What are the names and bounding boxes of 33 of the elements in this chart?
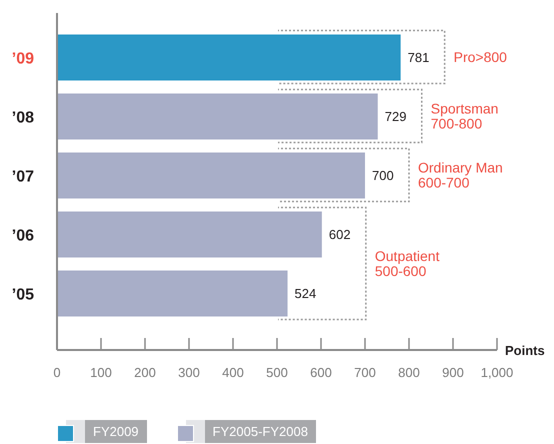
x-tick-label: 400 [222,365,244,380]
x-tick-label: 500 [266,365,288,380]
bar [57,270,288,316]
x-tick-label: 1,000 [480,365,514,380]
annotation: Outpatient 500-600 [374,248,440,279]
x-tick-label: 900 [442,365,464,380]
bar [57,152,365,198]
y-tick-label: ’07 [12,168,34,186]
data-label: 781 [408,50,430,66]
x-tick-label: 200 [134,365,156,380]
legend-label: FY2009 [85,420,147,443]
annotation: Ordinary Man 600-700 [418,160,503,190]
x-tick-label: 0 [53,365,61,380]
data-label: 700 [372,168,394,184]
data-label: 524 [294,286,316,302]
bar [57,93,378,140]
x-tick-label: 100 [90,365,112,380]
bar [57,34,401,80]
data-label: 602 [328,227,351,242]
x-axis-title: Points [505,343,545,358]
y-tick-label: ’06 [12,227,34,244]
annotation: Pro>800 [454,49,508,65]
x-tick-label: 300 [178,365,200,380]
y-tick-label: ’09 [12,50,34,68]
annotation: Sportsman 700-800 [430,100,498,132]
y-tick-label: ’05 [12,286,34,304]
x-tick-label: 600 [310,365,332,380]
legend-label: FY2005-FY2008 [204,420,316,443]
x-tick-label: 800 [398,365,420,380]
x-tick-label: 700 [354,365,376,380]
data-label: 729 [384,109,406,124]
y-tick-label: ’08 [12,109,34,126]
bar [57,211,322,258]
